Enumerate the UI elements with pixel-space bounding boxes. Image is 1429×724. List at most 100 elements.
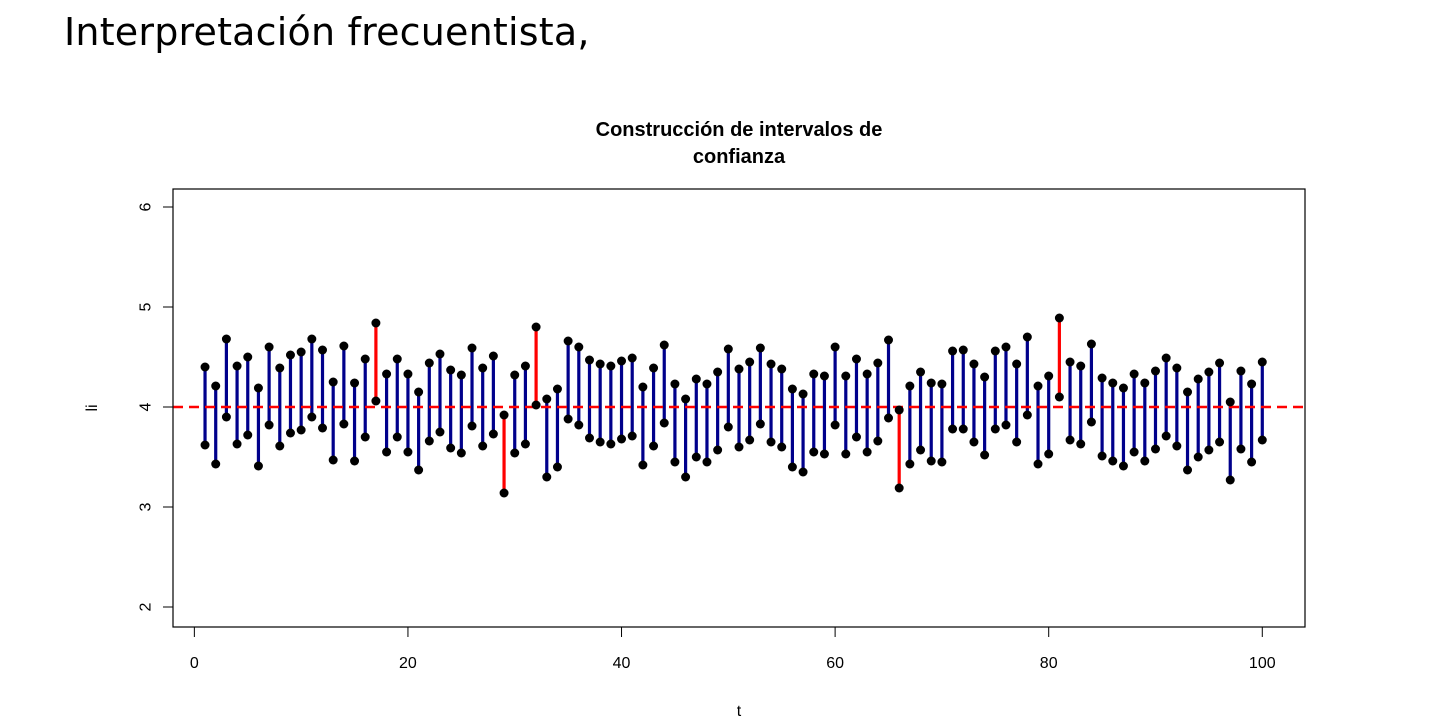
interval-lower-point [296, 425, 306, 435]
interval-lower-point [980, 450, 990, 460]
interval-lower-point [232, 439, 242, 449]
interval-upper-point [456, 370, 466, 380]
interval-upper-point [745, 357, 755, 367]
interval-lower-point [456, 448, 466, 458]
x-tick-label: 80 [1040, 655, 1058, 672]
interval-lower-point [1150, 444, 1160, 454]
interval-lower-point [937, 457, 947, 467]
interval-upper-point [851, 354, 861, 364]
interval-upper-point [937, 379, 947, 389]
interval-upper-point [360, 354, 370, 364]
interval-lower-point [638, 460, 648, 470]
y-axis: 2 3 4 5 6 [138, 202, 174, 611]
interval-upper-point [787, 384, 797, 394]
interval-lower-point [221, 412, 231, 422]
x-tick-label: 40 [613, 655, 631, 672]
interval-upper-point [350, 378, 360, 388]
interval-upper-point [1236, 366, 1246, 376]
interval-upper-point [809, 369, 819, 379]
interval-upper-point [542, 394, 552, 404]
interval-upper-point [232, 361, 242, 371]
interval-upper-point [627, 353, 637, 363]
interval-upper-point [296, 347, 306, 357]
interval-lower-point [318, 423, 328, 433]
interval-upper-point [499, 410, 509, 420]
y-tick-label: 2 [138, 602, 155, 611]
interval-upper-point [606, 361, 616, 371]
interval-lower-point [350, 456, 360, 466]
interval-lower-point [990, 424, 1000, 434]
x-tick-label: 20 [399, 655, 417, 672]
interval-upper-point [659, 340, 669, 350]
interval-upper-point [980, 372, 990, 382]
interval-upper-point [1033, 381, 1043, 391]
interval-upper-point [200, 362, 210, 372]
interval-lower-point [467, 421, 477, 431]
interval-lower-point [1236, 444, 1246, 454]
interval-upper-point [1257, 357, 1267, 367]
interval-upper-point [1247, 379, 1257, 389]
interval-upper-point [510, 370, 520, 380]
interval-lower-point [446, 443, 456, 453]
interval-upper-point [1204, 367, 1214, 377]
interval-lower-point [702, 457, 712, 467]
interval-upper-point [307, 334, 317, 344]
interval-upper-point [670, 379, 680, 389]
interval-upper-point [884, 335, 894, 345]
interval-lower-point [841, 449, 851, 459]
interval-lower-point [1108, 456, 1118, 466]
interval-lower-point [713, 445, 723, 455]
interval-upper-point [723, 344, 733, 354]
interval-lower-point [211, 459, 221, 469]
interval-lower-point [958, 424, 968, 434]
interval-upper-point [958, 345, 968, 355]
interval-lower-point [1076, 439, 1086, 449]
interval-upper-point [488, 351, 498, 361]
interval-upper-point [1076, 361, 1086, 371]
interval-upper-point [777, 364, 787, 374]
interval-lower-point [595, 437, 605, 447]
y-tick-label: 4 [138, 402, 155, 411]
interval-upper-point [873, 358, 883, 368]
interval-lower-point [243, 430, 253, 440]
interval-lower-point [414, 465, 424, 475]
interval-lower-point [948, 424, 958, 434]
interval-upper-point [552, 384, 562, 394]
interval-lower-point [873, 436, 883, 446]
intervals-layer [203, 318, 1264, 493]
interval-upper-point [574, 342, 584, 352]
interval-lower-point [681, 472, 691, 482]
interval-lower-point [520, 439, 530, 449]
chart-title-line-1: Construcción de intervalos de [596, 119, 883, 141]
interval-upper-point [371, 318, 381, 328]
interval-upper-point [520, 361, 530, 371]
interval-upper-point [734, 364, 744, 374]
interval-lower-point [1204, 445, 1214, 455]
endpoints-layer [200, 313, 1267, 498]
interval-lower-point [1012, 437, 1022, 447]
interval-upper-point [862, 369, 872, 379]
interval-lower-point [360, 432, 370, 442]
interval-lower-point [777, 442, 787, 452]
interval-upper-point [948, 346, 958, 356]
interval-upper-point [1065, 357, 1075, 367]
interval-upper-point [478, 363, 488, 373]
interval-upper-point [1054, 313, 1064, 323]
interval-lower-point [424, 436, 434, 446]
interval-lower-point [382, 447, 392, 457]
interval-upper-point [531, 322, 541, 332]
interval-upper-point [766, 359, 776, 369]
interval-lower-point [819, 449, 829, 459]
interval-lower-point [969, 437, 979, 447]
interval-lower-point [307, 412, 317, 422]
interval-lower-point [723, 422, 733, 432]
interval-lower-point [1193, 452, 1203, 462]
interval-upper-point [1012, 359, 1022, 369]
interval-lower-point [1140, 456, 1150, 466]
interval-upper-point [819, 371, 829, 381]
interval-upper-point [691, 374, 701, 384]
interval-upper-point [253, 383, 263, 393]
interval-upper-point [969, 359, 979, 369]
interval-upper-point [328, 377, 338, 387]
